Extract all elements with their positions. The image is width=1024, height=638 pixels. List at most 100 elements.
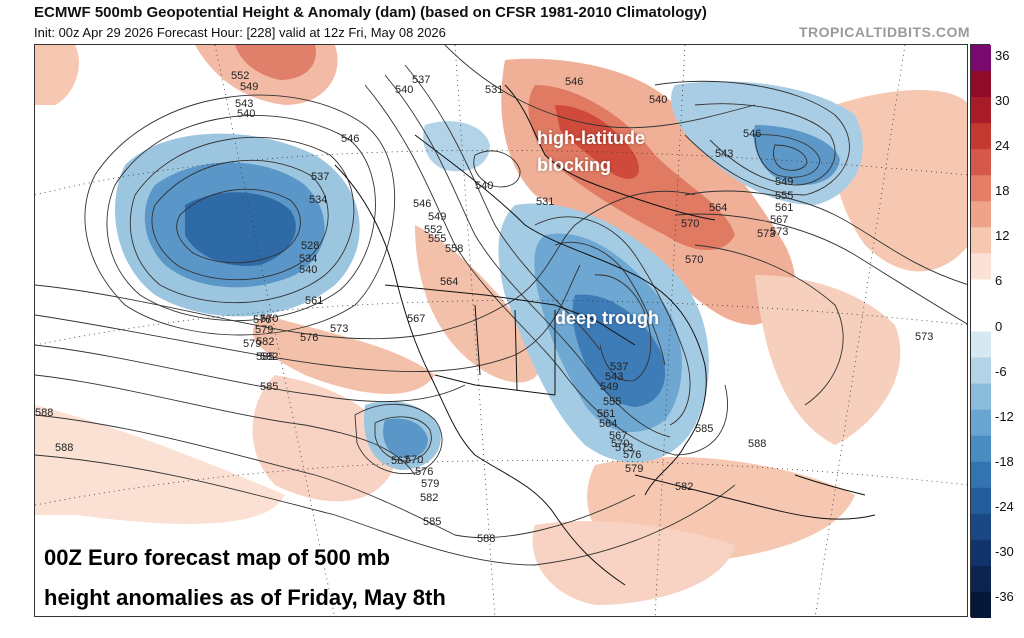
contour-label: 588 [477,533,495,545]
contour-label: 576 [300,332,318,344]
colorbar-swatch [971,357,991,385]
contour-label: 567 [770,214,788,226]
contour-label: 537 [311,171,329,183]
contour-label: 555 [428,233,446,245]
contour-label: 582 [260,351,278,363]
contour-label: 579 [625,463,643,475]
contour-label: 579 [243,338,261,350]
contour-label: 585 [423,516,441,528]
colorbar-swatch [971,539,991,567]
contour-label: 552 [231,70,249,82]
blocking-annotation-line2: blocking [537,155,612,175]
colorbar-swatch [971,487,991,515]
colorbar-tick-label: -12 [995,408,1014,424]
contour-label: 564 [599,418,617,430]
caption-line2: height anomalies as of Friday, May 8th [44,585,446,610]
colorbar-tick-label: 0 [995,318,1003,334]
colorbar-swatch [971,175,991,202]
colorbar-tick-label: -24 [995,498,1014,514]
height-contours [35,45,967,566]
contour-label: 543 [715,148,733,160]
colorbar-swatch [971,591,991,618]
contour-label: 549 [240,81,258,93]
colorbar-swatch [971,253,991,280]
contour-label: 588 [748,438,766,450]
trough-annotation: deep trough [555,308,659,328]
contour-label: 567 [609,430,627,442]
contour-label: 573 [615,442,633,454]
contour-label: 570 [681,218,699,230]
contour-label: 585 [260,381,278,393]
contour-label: 549 [600,381,618,393]
forecast-map: 552 549 543 540 546 537 540 531 546 540 546 543 549 5… [34,44,968,617]
colorbar-swatch [971,461,991,489]
colorbar-swatch [971,409,991,437]
contour-label: 582 [420,492,438,504]
contour-label: 579 [421,478,439,490]
colorbar-tick-label: -18 [995,453,1014,469]
anomaly-colorbar [970,44,991,618]
contour-label: 585 [256,351,274,363]
contour-label: 573 [757,228,775,240]
contour-label: 570 [260,313,278,325]
contour-label: 582 [256,336,274,348]
map-graphic [35,45,967,616]
colorbar-swatch [971,279,991,306]
blocking-annotation-line1: high-latitude [537,128,645,148]
colorbar-tick-label: -6 [995,363,1007,379]
contour-label: 540 [649,94,667,106]
colorbar-graphic [971,45,991,618]
colorbar-swatch [971,201,991,228]
contour-label: 579 [255,324,273,336]
contour-label: 543 [605,371,623,383]
contour-label: 546 [341,133,359,145]
colorbar-tick-label: 24 [995,138,1010,154]
contour-label: 570 [611,438,629,450]
caption-line1: 00Z Euro forecast map of 500 mb [44,545,390,570]
contour-label: 561 [597,408,615,420]
contour-label: 564 [440,276,458,288]
contour-label: 564 [709,202,727,214]
contour-label: 555 [775,190,793,202]
colorbar-swatch [971,97,991,124]
contour-label: 546 [743,128,761,140]
contour-label: 576 [623,449,641,461]
colorbar-tick-label: -36 [995,589,1014,604]
colorbar-swatch [971,227,991,254]
contour-label: 540 [395,84,413,96]
contour-label: 546 [413,198,431,210]
colorbar-swatch [971,71,991,98]
colorbar-tick-label: 6 [995,273,1003,289]
contour-label: 576 [253,314,271,326]
positive-anomalies [35,45,967,605]
contour-label: 546 [565,76,583,88]
colorbar-tick-label: -30 [995,543,1014,559]
contour-label: 573 [330,323,348,335]
contour-label: 537 [412,74,430,86]
contour-label: 531 [485,84,503,96]
colorbar-tick-label: 36 [995,48,1010,63]
graticule [35,45,967,616]
contour-label: 576 [415,466,433,478]
contour-label: 585 [695,423,713,435]
contour-label: 570 [685,254,703,266]
contour-label: 573 [770,226,788,238]
colorbar-swatch [971,123,991,150]
watermark: TROPICALTIDBITS.COM [798,24,970,40]
colorbar-tick-label: 12 [995,228,1010,244]
contour-label: 540 [237,108,255,120]
colorbar-swatch [971,45,991,72]
contour-label: 561 [305,295,323,307]
colorbar-swatch [971,435,991,463]
colorbar-swatch [971,513,991,541]
contour-label: 588 [55,442,73,454]
contour-label: 558 [445,243,463,255]
contour-label: 582 [675,481,693,493]
contour-label: 567 [407,313,425,325]
contour-label: 573 [915,331,933,343]
contour-label: 537 [610,361,628,373]
colorbar-tick-label: 30 [995,93,1010,109]
contour-label: 588 [35,407,53,419]
contour-label: 528 [301,240,319,252]
